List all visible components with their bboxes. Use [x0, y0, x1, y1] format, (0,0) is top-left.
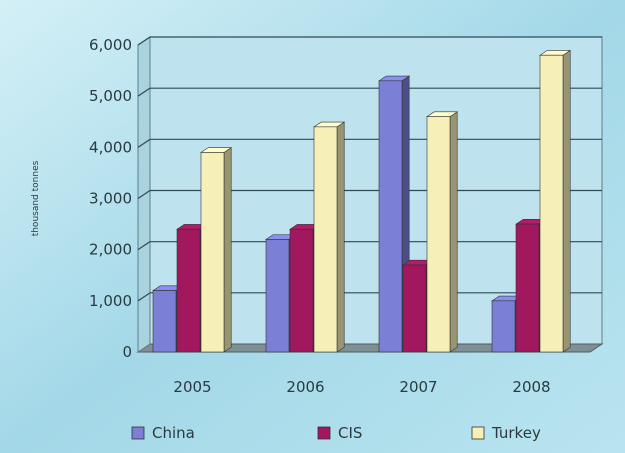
plot-area: 0 1,000 2,000 3,000 4,000 5,000 6,000 thousand … [31, 36, 604, 396]
gridline-side [137, 241, 151, 251]
bar-side [449, 111, 458, 353]
bar-front [515, 223, 540, 353]
bar-front [200, 152, 225, 353]
bar-front [491, 300, 516, 353]
bar-side [223, 147, 232, 353]
legend-item-cis: CIS [317, 424, 362, 442]
bar-turkey-2008 [539, 49, 572, 353]
y-axis-title: thousand tonnes [31, 160, 41, 236]
legend: China CIS Turkey [131, 424, 541, 442]
y-tick-label: 5,000 [89, 87, 132, 105]
y-tick-label: 4,000 [89, 138, 132, 156]
bar-turkey-2006 [313, 121, 346, 353]
legend-swatch [471, 426, 485, 440]
legend-swatch [317, 426, 331, 440]
bar-front [402, 264, 427, 353]
bar-turkey-2005 [200, 147, 233, 353]
legend-item-turkey: Turkey [471, 424, 541, 442]
bar-front [539, 54, 564, 353]
bar-front [426, 116, 451, 353]
bar-turkey-2007 [426, 111, 459, 353]
bar-front [176, 228, 201, 353]
x-tick-label: 2006 [286, 378, 324, 396]
gridline-side [137, 138, 151, 148]
y-tick-label: 0 [122, 343, 132, 361]
gridline-side [137, 292, 151, 302]
y-tick-label: 1,000 [89, 292, 132, 310]
legend-item-china: China [131, 424, 195, 442]
bar-front [378, 80, 403, 353]
legend-label: CIS [338, 424, 362, 442]
bar-front [265, 239, 290, 353]
bar-side [562, 49, 571, 353]
x-tick-label: 2007 [399, 378, 437, 396]
bar-front [313, 126, 338, 353]
y-tick-label: 2,000 [89, 241, 132, 259]
gridline-side [137, 36, 151, 46]
legend-label: Turkey [491, 424, 541, 442]
bar-side [336, 121, 345, 353]
y-tick-label: 6,000 [89, 36, 132, 54]
x-tick-label: 2005 [173, 378, 211, 396]
x-tick-label: 2008 [512, 378, 550, 396]
bar-front [289, 228, 314, 353]
gridline-side [137, 190, 151, 199]
bar-front [152, 290, 177, 353]
gridline-side [137, 87, 151, 97]
y-tick-label: 3,000 [89, 190, 132, 208]
legend-label: China [152, 424, 195, 442]
legend-swatch [131, 426, 145, 440]
